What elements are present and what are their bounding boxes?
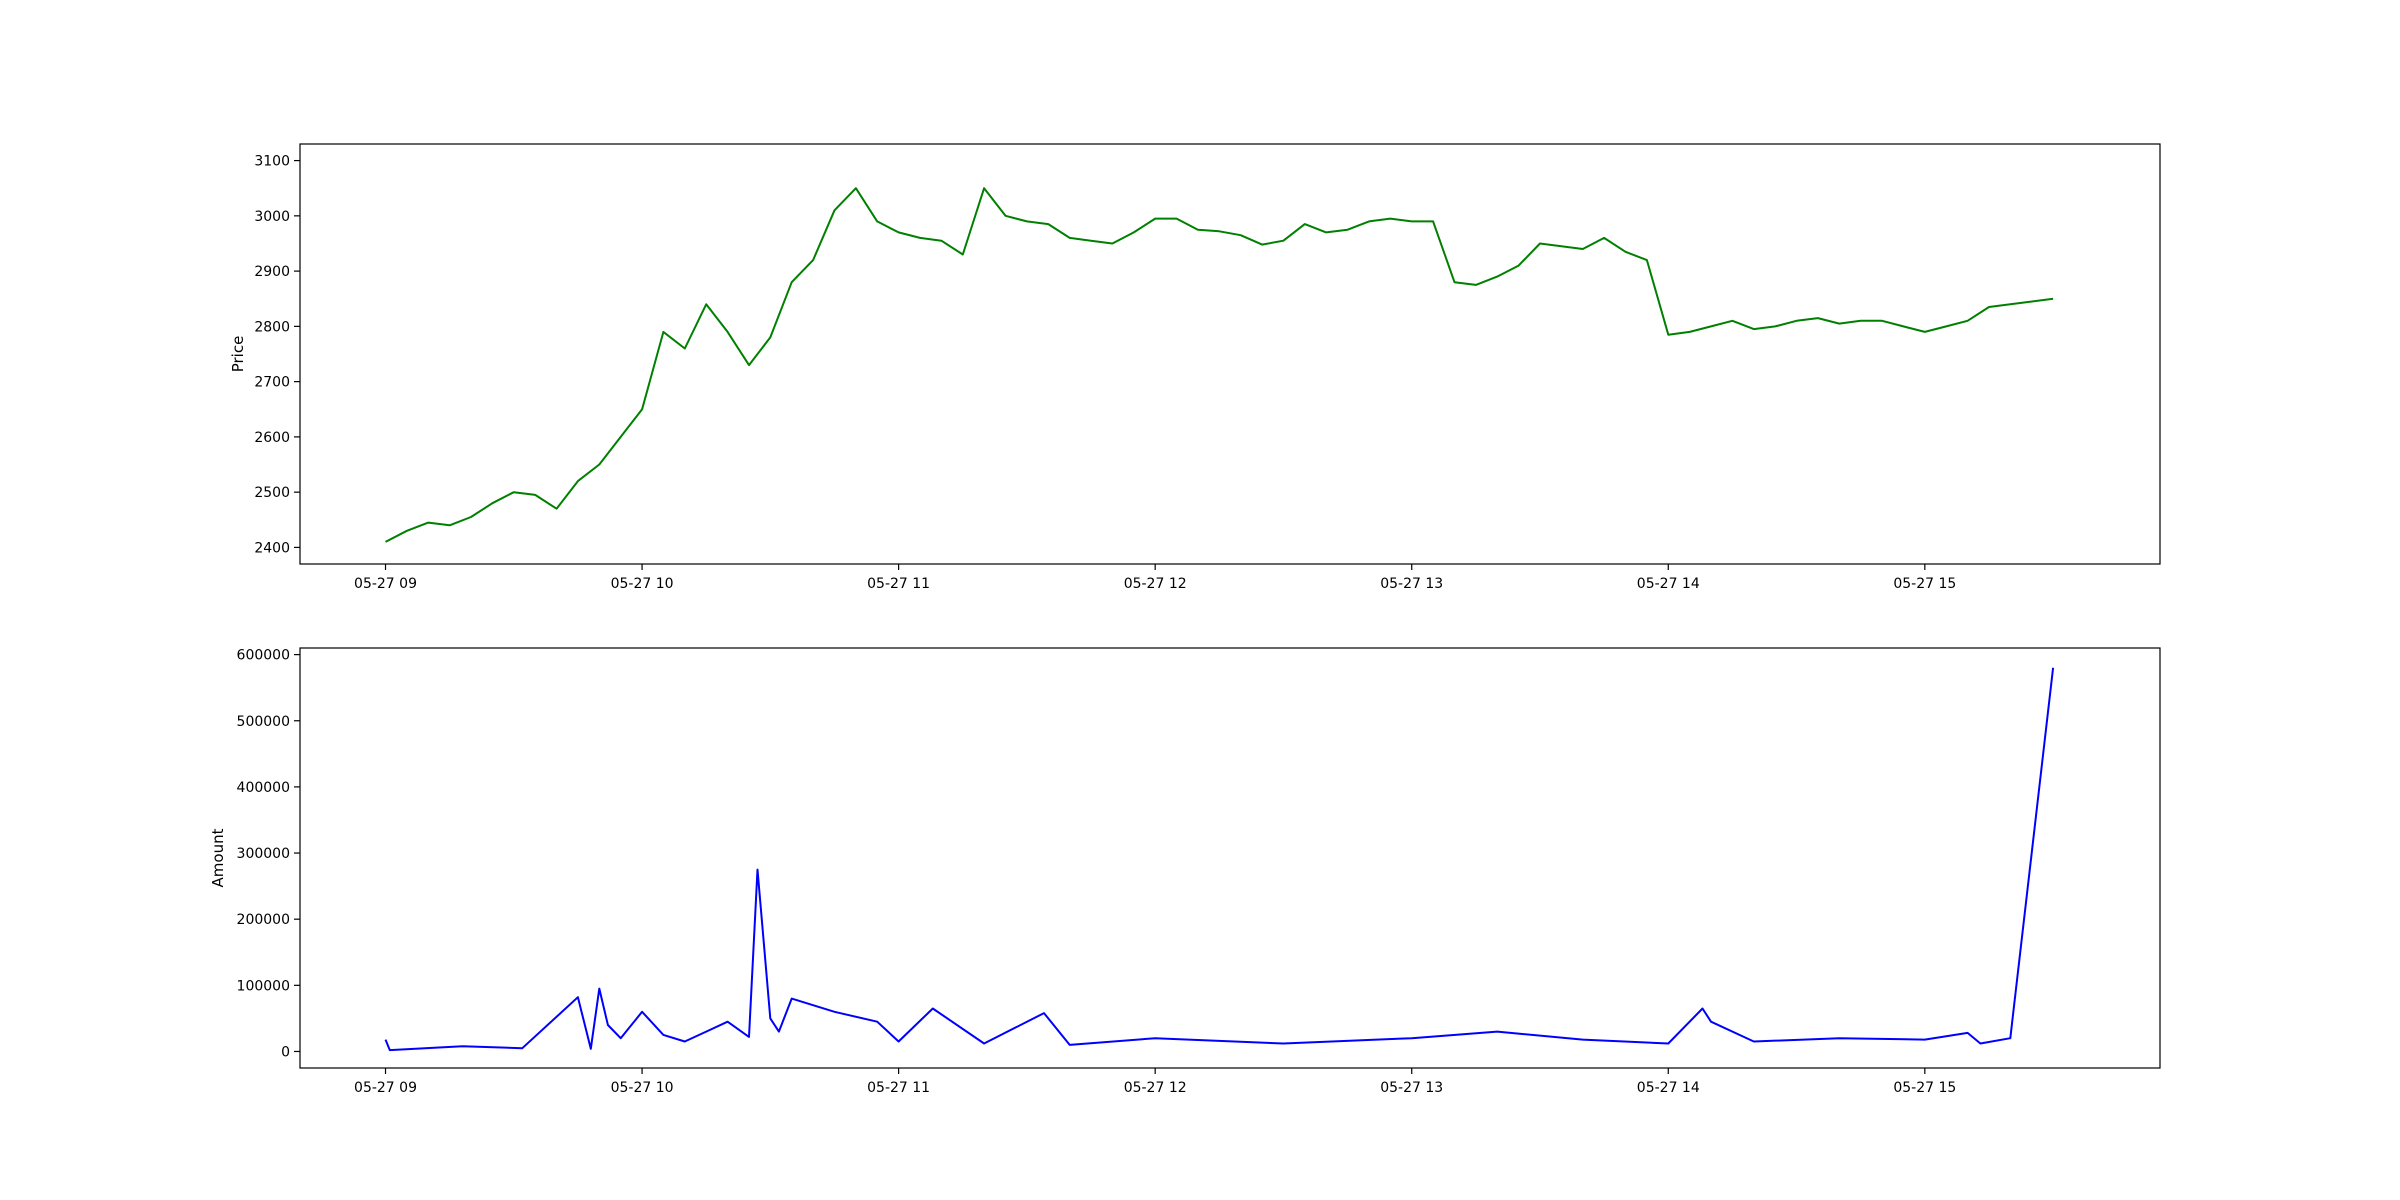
y-tick-label: 200000 <box>237 912 290 928</box>
y-tick-label: 100000 <box>237 978 290 994</box>
y-tick-label: 3100 <box>254 154 290 170</box>
x-tick-label: 05-27 14 <box>1637 576 1700 592</box>
y-axis-label: Price <box>229 336 247 373</box>
amount-chart-panel: 0 100000 200000 300000 400000 500000 600000 05-… <box>209 647 2161 1096</box>
x-tick-label: 05-27 10 <box>611 576 674 592</box>
x-tick-label: 05-27 11 <box>867 576 930 592</box>
y-tick-label: 2400 <box>254 540 290 556</box>
x-tick-label: 05-27 12 <box>1124 1080 1187 1096</box>
price-chart-panel: 2400 2500 2600 2700 2800 2900 3000 3100 05-27 09… <box>229 143 2161 592</box>
y-tick-label: 2700 <box>254 375 290 391</box>
y-tick-label: 2600 <box>254 430 290 446</box>
axes-frame <box>299 143 2161 565</box>
y-tick-label: 2500 <box>254 485 290 501</box>
y-axis-label: Amount <box>209 828 227 887</box>
x-tick-label: 05-27 13 <box>1380 1080 1443 1096</box>
y-tick-label: 2900 <box>254 264 290 280</box>
x-tick-label: 05-27 15 <box>1893 576 1956 592</box>
y-tick-label: 600000 <box>237 648 290 664</box>
axes-frame <box>299 647 2161 1069</box>
x-tick-label: 05-27 15 <box>1893 1080 1956 1096</box>
y-tick-label: 500000 <box>237 714 290 730</box>
x-tick-label: 05-27 09 <box>354 576 417 592</box>
y-tick-label: 0 <box>281 1044 290 1060</box>
x-tick-label: 05-27 10 <box>611 1080 674 1096</box>
y-tick-label: 3000 <box>254 209 290 225</box>
series-line-0 <box>385 187 2054 543</box>
series-line-0 <box>384 667 2055 1052</box>
y-tick-label: 400000 <box>237 780 290 796</box>
x-tick-label: 05-27 13 <box>1380 576 1443 592</box>
y-tick-label: 300000 <box>237 846 290 862</box>
x-tick-label: 05-27 12 <box>1124 576 1187 592</box>
x-tick-label: 05-27 09 <box>354 1080 417 1096</box>
x-tick-label: 05-27 14 <box>1637 1080 1700 1096</box>
x-tick-label: 05-27 11 <box>867 1080 930 1096</box>
y-tick-label: 2800 <box>254 319 290 335</box>
